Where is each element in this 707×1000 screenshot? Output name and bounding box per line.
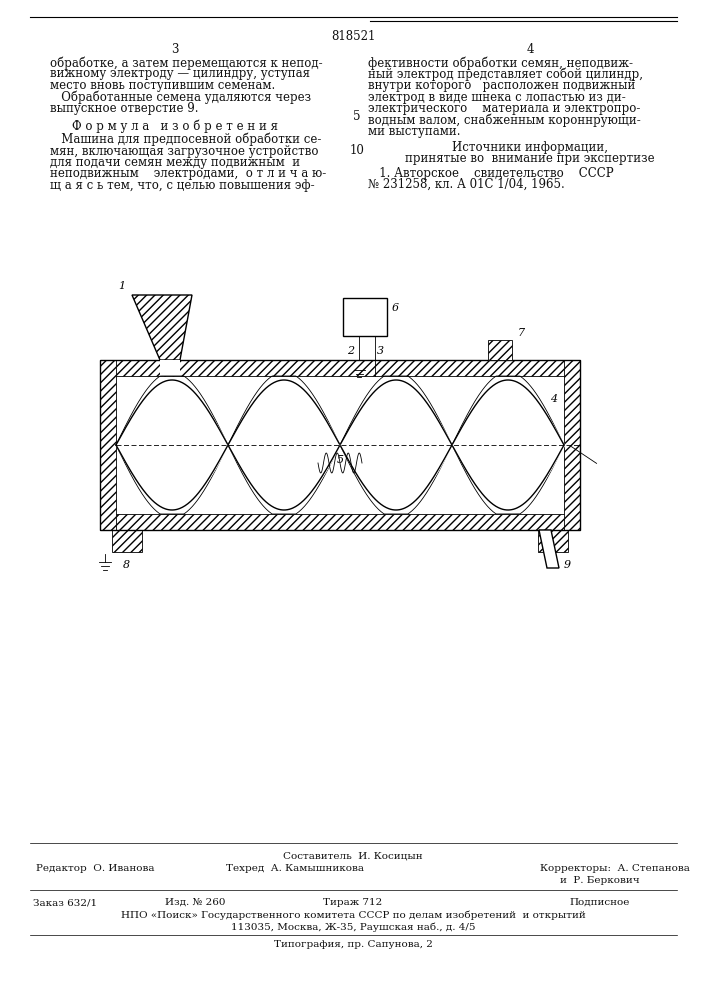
Text: водным валом, снабженным короннрующи-: водным валом, снабженным короннрующи- [368,113,641,127]
Text: неподвижным    электродами,  о т л и ч а ю-: неподвижным электродами, о т л и ч а ю- [50,167,326,180]
Text: для подачи семян между подвижным  и: для подачи семян между подвижным и [50,156,300,169]
Polygon shape [100,514,580,530]
Polygon shape [539,530,559,568]
Text: 7: 7 [518,328,525,338]
Text: электрического    материала и электропро-: электрического материала и электропро- [368,102,641,115]
Text: Ф о р м у л а   и з о б р е т е н и я: Ф о р м у л а и з о б р е т е н и я [72,119,278,133]
Text: 5: 5 [337,455,344,465]
Text: Заказ 632/1: Заказ 632/1 [33,898,97,907]
Text: мян, включающая загрузочное устройство: мян, включающая загрузочное устройство [50,144,318,157]
Text: 8: 8 [122,560,129,570]
Polygon shape [112,530,142,552]
Text: 6: 6 [392,303,399,313]
Text: место вновь поступившим семенам.: место вновь поступившим семенам. [50,79,275,92]
Text: ный электрод представляет собой цилиндр,: ный электрод представляет собой цилиндр, [368,68,643,81]
Text: 9: 9 [563,560,571,570]
Text: Техред  А. Камышникова: Техред А. Камышникова [226,864,364,873]
Text: 3: 3 [377,346,384,356]
Text: выпускное отверстие 9.: выпускное отверстие 9. [50,102,199,115]
Text: № 231258, кл. А 01С 1/04, 1965.: № 231258, кл. А 01С 1/04, 1965. [368,178,565,191]
Text: Изд. № 260: Изд. № 260 [165,898,226,907]
Polygon shape [132,295,192,360]
Text: 113035, Москва, Ж-35, Раушская наб., д. 4/5: 113035, Москва, Ж-35, Раушская наб., д. … [230,922,475,932]
Text: 1: 1 [119,281,126,291]
Text: принятые во  внимание при экспертизе: принятые во внимание при экспертизе [405,152,655,165]
Polygon shape [538,530,568,552]
Text: внутри которого   расположен подвижный: внутри которого расположен подвижный [368,79,636,92]
Text: фективности обработки семян, неподвиж-: фективности обработки семян, неподвиж- [368,56,633,70]
Text: ми выступами.: ми выступами. [368,125,460,138]
Text: щ а я с ь тем, что, с целью повышения эф-: щ а я с ь тем, что, с целью повышения эф… [50,179,315,192]
Text: Подписное: Подписное [570,898,630,907]
Text: Составитель  И. Косицын: Составитель И. Косицын [284,852,423,861]
Text: НПО «Поиск» Государственного комитета СССР по делам изобретений  и открытий: НПО «Поиск» Государственного комитета СС… [121,910,585,920]
Polygon shape [488,340,512,360]
Text: 3: 3 [171,43,179,56]
Text: 818521: 818521 [331,30,375,43]
Text: 2: 2 [347,346,355,356]
Polygon shape [564,360,580,530]
Text: Машина для предпосевной обработки се-: Машина для предпосевной обработки се- [50,133,322,146]
Text: Редактор  О. Иванова: Редактор О. Иванова [36,864,154,873]
Polygon shape [343,298,387,336]
Polygon shape [100,360,116,530]
Text: электрод в виде шнека с лопастью из ди-: электрод в виде шнека с лопастью из ди- [368,91,626,104]
Text: Источники информации,: Источники информации, [452,140,608,153]
Text: Тираж 712: Тираж 712 [323,898,382,907]
Text: 4: 4 [551,394,558,404]
Text: 10: 10 [349,143,364,156]
Text: 4: 4 [526,43,534,56]
Polygon shape [160,360,180,376]
Text: Обработанные семена удаляются через: Обработанные семена удаляются через [50,91,311,104]
Text: обработке, а затем перемещаются к непод­: обработке, а затем перемещаются к непод­ [50,56,322,70]
Text: 5: 5 [354,110,361,123]
Polygon shape [100,360,580,376]
Text: 1. Авторское    свидетельство    СССР: 1. Авторское свидетельство СССР [368,166,614,180]
Text: вижному электроду — цилиндру, уступая: вижному электроду — цилиндру, уступая [50,68,310,81]
Text: и  Р. Беркович: и Р. Беркович [560,876,640,885]
Text: Типография, пр. Сапунова, 2: Типография, пр. Сапунова, 2 [274,940,433,949]
Text: Корректоры:  А. Степанова: Корректоры: А. Степанова [540,864,690,873]
